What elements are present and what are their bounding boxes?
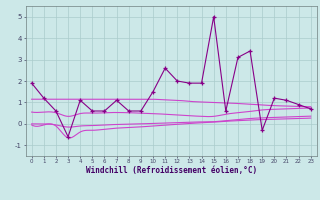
X-axis label: Windchill (Refroidissement éolien,°C): Windchill (Refroidissement éolien,°C) [86, 166, 257, 175]
